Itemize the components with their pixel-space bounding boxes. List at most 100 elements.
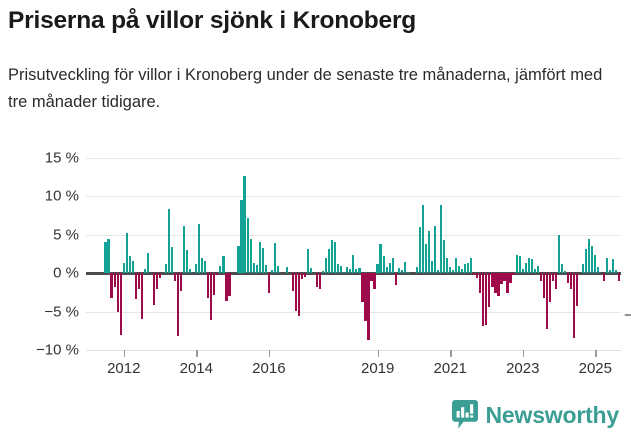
chart-bar	[246, 217, 249, 274]
chart-bar	[240, 200, 243, 274]
chart-bar	[364, 273, 367, 321]
brand-name: Newsworthy	[485, 401, 620, 428]
x-axis-tick	[268, 350, 271, 357]
chart-bar	[216, 273, 219, 275]
chart-bar	[249, 239, 252, 274]
chart-bar	[436, 270, 440, 274]
chart-bar	[104, 241, 107, 274]
chart-bar	[452, 270, 455, 274]
newsworthy-logo[interactable]: Newsworthy	[451, 400, 620, 430]
chart-bar	[134, 273, 137, 300]
chart-bar	[331, 240, 334, 274]
chart-bar	[270, 270, 273, 274]
chart-bar	[222, 256, 225, 274]
chart-bar	[367, 273, 370, 340]
chart-bar	[252, 263, 255, 274]
chart-bar	[297, 273, 301, 317]
chart-bar	[243, 175, 246, 274]
chart-bar	[325, 257, 328, 274]
chart-bar	[122, 263, 125, 274]
gridline	[86, 234, 621, 236]
chart-bar	[316, 273, 319, 287]
chart-bar	[140, 273, 143, 320]
chart-bar	[569, 273, 573, 289]
chart-bar	[497, 273, 500, 297]
x-axis-tick	[595, 350, 597, 357]
y-axis-tick-label: 10 %	[44, 187, 79, 205]
chart-bar	[258, 242, 261, 274]
x-axis-tick	[450, 350, 452, 357]
gridline	[86, 158, 621, 159]
chart-bar	[455, 257, 458, 274]
chart-bar	[173, 273, 177, 281]
chart-bar	[433, 226, 437, 274]
chart-bar	[352, 254, 355, 274]
chart-bar	[119, 273, 122, 336]
bar-chart-speech-bubble-icon	[451, 400, 478, 430]
chart-bar	[542, 273, 545, 298]
chart-bar	[445, 257, 449, 274]
chart-bar	[195, 263, 198, 274]
zero-line	[86, 272, 621, 275]
chart-bar	[225, 273, 228, 301]
chart-bar	[488, 273, 491, 307]
x-axis-tick-label: 2023	[506, 360, 540, 377]
chart-bar	[515, 254, 518, 274]
chart-bar	[137, 273, 140, 289]
chart-bar	[449, 267, 452, 274]
chart-bar	[285, 267, 288, 274]
page-title: Priserna på villor sjönk i Kronoberg	[8, 7, 417, 34]
chart-bar	[536, 265, 539, 274]
chart-bar	[557, 234, 561, 274]
chart-bar	[597, 267, 600, 274]
chart-bar	[370, 273, 373, 281]
chart-bar	[506, 273, 509, 294]
chart-bar	[400, 270, 403, 274]
x-axis-tick-label: 2025	[578, 360, 612, 377]
chart-bar	[582, 263, 585, 274]
chart-bar	[609, 270, 612, 274]
x-axis-tick	[196, 350, 198, 357]
chart-bar	[494, 273, 497, 294]
chart-bar	[421, 204, 424, 274]
chart-bar	[180, 273, 183, 291]
chart-bar	[255, 264, 258, 274]
chart-bar	[176, 273, 180, 337]
chart-bar	[355, 269, 358, 274]
chart-bar	[606, 257, 609, 274]
y-axis-tick-label: −10 %	[36, 341, 79, 359]
chart-bar	[566, 273, 570, 284]
chart-bar	[563, 270, 567, 274]
chart-bar	[527, 257, 530, 274]
chart-bar	[306, 249, 310, 274]
chart-bar	[439, 204, 443, 274]
chart-bar	[464, 263, 467, 274]
x-axis-tick	[123, 350, 126, 357]
chart-bar	[500, 273, 503, 284]
chart-bar	[107, 238, 110, 274]
y-axis-tick-label: 15 %	[44, 149, 79, 167]
chart-bar	[603, 273, 606, 281]
chart-footer: Newsworthy	[0, 396, 631, 439]
chart-bar	[349, 269, 352, 274]
x-axis-tick-label: 2016	[252, 360, 286, 377]
chart-bar	[415, 267, 418, 274]
chart-bar	[509, 273, 512, 284]
y-axis-tick-label: 5 %	[53, 226, 79, 244]
chart-bar	[585, 248, 588, 274]
chart-bar	[186, 250, 189, 274]
chart-bar	[158, 273, 162, 278]
chart-bar	[427, 230, 431, 274]
chart-bar	[128, 256, 131, 274]
chart-bar	[213, 273, 216, 295]
chart-bar	[479, 273, 482, 294]
chart-bar	[612, 259, 615, 274]
chart-bar	[533, 269, 536, 274]
chart-bar	[391, 257, 394, 274]
chart-bar	[319, 273, 322, 289]
chart-bar	[322, 270, 325, 274]
chart-bar	[503, 273, 506, 281]
chart-bar	[403, 261, 406, 274]
chart-bar	[261, 247, 264, 274]
chart-bar	[276, 265, 279, 274]
